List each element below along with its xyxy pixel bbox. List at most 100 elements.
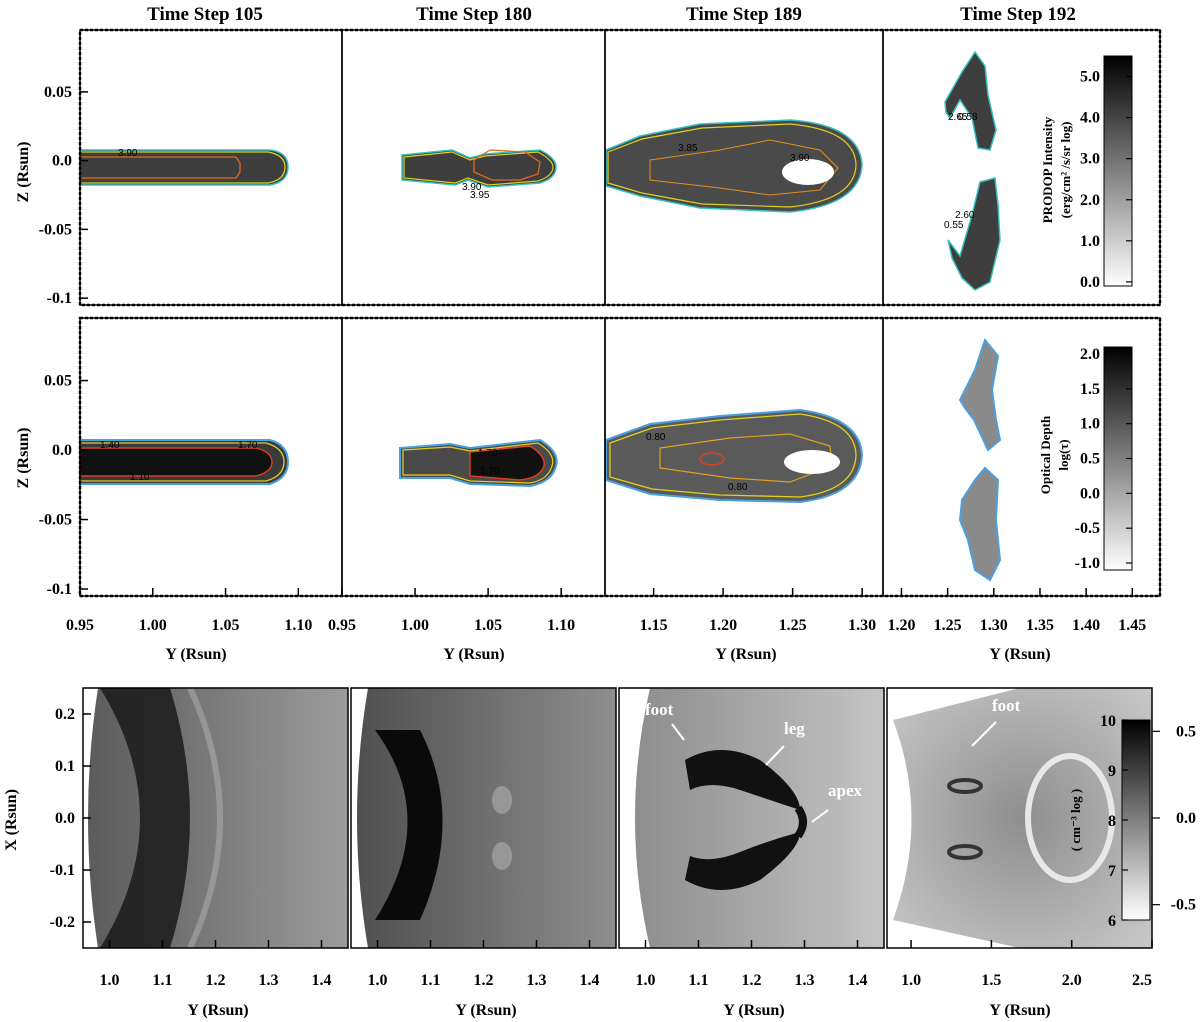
x-tick-label: 1.1	[421, 972, 441, 989]
y-tick-label: 0.0	[55, 810, 75, 827]
x-tick-label: 1.35	[1026, 617, 1054, 634]
colorbar-tick-label: 0.0	[1080, 274, 1100, 291]
x-tick-label: 0.95	[66, 617, 94, 634]
intensity-panel-192: 2.65 0.58 0.55 2.60	[944, 50, 1001, 291]
annotation-foot: foot	[645, 700, 674, 719]
x-tick-label: 1.30	[980, 617, 1008, 634]
x-tick-label: 1.4	[580, 972, 600, 989]
x-axis-title: Y (Rsun)	[715, 646, 776, 663]
intensity-contour	[473, 149, 541, 181]
density-lower-loop	[685, 832, 800, 890]
intensity-panel-189: 3.85 3.90	[605, 119, 863, 213]
x-tick-label: 1.2	[742, 972, 762, 989]
contour-label: 3.85	[678, 143, 698, 154]
intensity-contour	[403, 151, 554, 186]
annotation-apex: apex	[828, 781, 863, 800]
x-tick-label: 1.0	[368, 972, 388, 989]
colorbar-tick-label: 2.0	[1080, 192, 1100, 209]
colorbar-density: ( cm⁻³ log ) 10 9 8 7 6 0.5 0.0 -0.5	[1068, 713, 1196, 930]
x-tick-label: 1.10	[284, 617, 312, 634]
density-panel-189	[619, 688, 884, 948]
optical-contour	[402, 442, 554, 484]
density-apex	[794, 805, 807, 839]
y-tick-label: -0.05	[39, 512, 72, 529]
x-tick-label: 1.20	[887, 617, 915, 634]
intensity-panel-105: 3.90	[79, 148, 289, 186]
x-tick-label: 1.00	[139, 617, 167, 634]
row-frame	[78, 316, 1162, 598]
contour-label: 2.60	[955, 210, 975, 221]
annotation-arrow	[971, 721, 997, 747]
x-tick-label: 1.05	[212, 617, 240, 634]
contour-label: 2.65	[948, 112, 968, 123]
y-tick-label: -0.2	[50, 914, 75, 931]
optical-upper-arc	[958, 337, 1002, 452]
density-shell	[100, 688, 190, 948]
x-tick-label: 1.10	[547, 617, 575, 634]
x-axis-title: Y (Rsun)	[443, 646, 504, 663]
colorbar-tick-label: 4.0	[1080, 110, 1100, 127]
colorbar-title: PRODOP Intensity	[1040, 116, 1055, 223]
colorbar-tick-label: 0.5	[1080, 451, 1100, 468]
density-blob	[492, 786, 512, 814]
column-title: Time Step 192	[960, 4, 1076, 25]
contour-label: 0.80	[728, 482, 748, 493]
x-tick-label: 1.2	[474, 972, 494, 989]
colorbar-tick-label: 8	[1108, 813, 1116, 830]
x-tick-label: 1.25	[934, 617, 962, 634]
density-panel-105	[83, 688, 348, 948]
x-tick-label: 1.20	[709, 617, 737, 634]
density-upper-loop	[685, 750, 800, 810]
density-ring	[1025, 753, 1115, 883]
contour-label: 1.10	[130, 472, 150, 483]
colorbar-title: ( cm⁻³ log )	[1068, 789, 1083, 851]
y-tick-label: -0.05	[39, 221, 72, 238]
colorbar-tick-label: 7	[1108, 863, 1116, 880]
y-tick-label: 0.1	[55, 758, 75, 775]
x-tick-label: 1.1	[689, 972, 709, 989]
solar-limb	[619, 688, 650, 948]
colorbar-tick-label: 0.0	[1080, 485, 1100, 502]
optical-panel-180: 1.70 1.70	[399, 438, 558, 488]
intensity-row: 3.90 3.90 3.95 3.85 3.90 2.65 0.58 0.55 …	[79, 50, 1001, 291]
colorbar-optical: Optical Depth log(τ) 2.0 1.5 1.0 0.5 0.0 -0.5…	[1038, 346, 1133, 572]
colorbar-tick-label: -1.0	[1075, 555, 1100, 572]
optical-hole	[784, 450, 840, 474]
y-axis-title: X (Rsun)	[3, 789, 20, 851]
colorbar-tick-label: 9	[1108, 763, 1116, 780]
density-loop	[947, 778, 983, 794]
right-axis-tick-label: 0.0	[1176, 810, 1196, 827]
intensity-blob	[401, 149, 557, 188]
density-loop	[947, 844, 983, 860]
y-tick-label: 0.0	[52, 442, 72, 459]
colorbar-tick-label: 1.0	[1080, 416, 1100, 433]
x-tick-label: 1.45	[1118, 617, 1146, 634]
optical-core	[79, 447, 273, 477]
contour-label: 1.70	[480, 466, 500, 477]
x-tick-label: 1.4	[312, 972, 332, 989]
y-axis-title: Z (Rsun)	[15, 142, 32, 203]
annotation-arrow	[765, 745, 785, 766]
panel-frames: 0.050.0-0.05-0.10.050.0-0.05-0.10.95 1.00…	[39, 28, 1162, 989]
right-axis-tick-label: -0.5	[1171, 897, 1196, 914]
optical-lower-arc	[958, 466, 1002, 582]
colorbar-tick-label: 6	[1108, 913, 1116, 930]
annotation-arrow	[811, 809, 829, 823]
y-tick-label: 0.05	[44, 373, 72, 390]
x-tick-label: 1.1	[153, 972, 173, 989]
contour-label: 0.55	[944, 220, 964, 231]
density-panel-192	[887, 688, 1152, 948]
colorbar-tick-label: -0.5	[1075, 520, 1100, 537]
x-tick-label: 2.0	[1062, 972, 1082, 989]
optical-depth-row: 1.40 1.10 1.70 1.70 1.70 0.80 0.80	[79, 337, 1002, 582]
solar-limb	[83, 688, 98, 948]
x-tick-label: 1.40	[1072, 617, 1100, 634]
colorbar-tick-label: 10	[1100, 713, 1116, 730]
density-ring	[187, 688, 223, 948]
x-tick-label: 1.3	[259, 972, 279, 989]
colorbar-title: (erg/cm² /s/sr log)	[1058, 122, 1073, 219]
x-tick-label: 1.0	[901, 972, 921, 989]
density-panel-180	[351, 688, 616, 948]
contour-label: 1.70	[478, 448, 498, 459]
x-tick-label: 1.0	[100, 972, 120, 989]
